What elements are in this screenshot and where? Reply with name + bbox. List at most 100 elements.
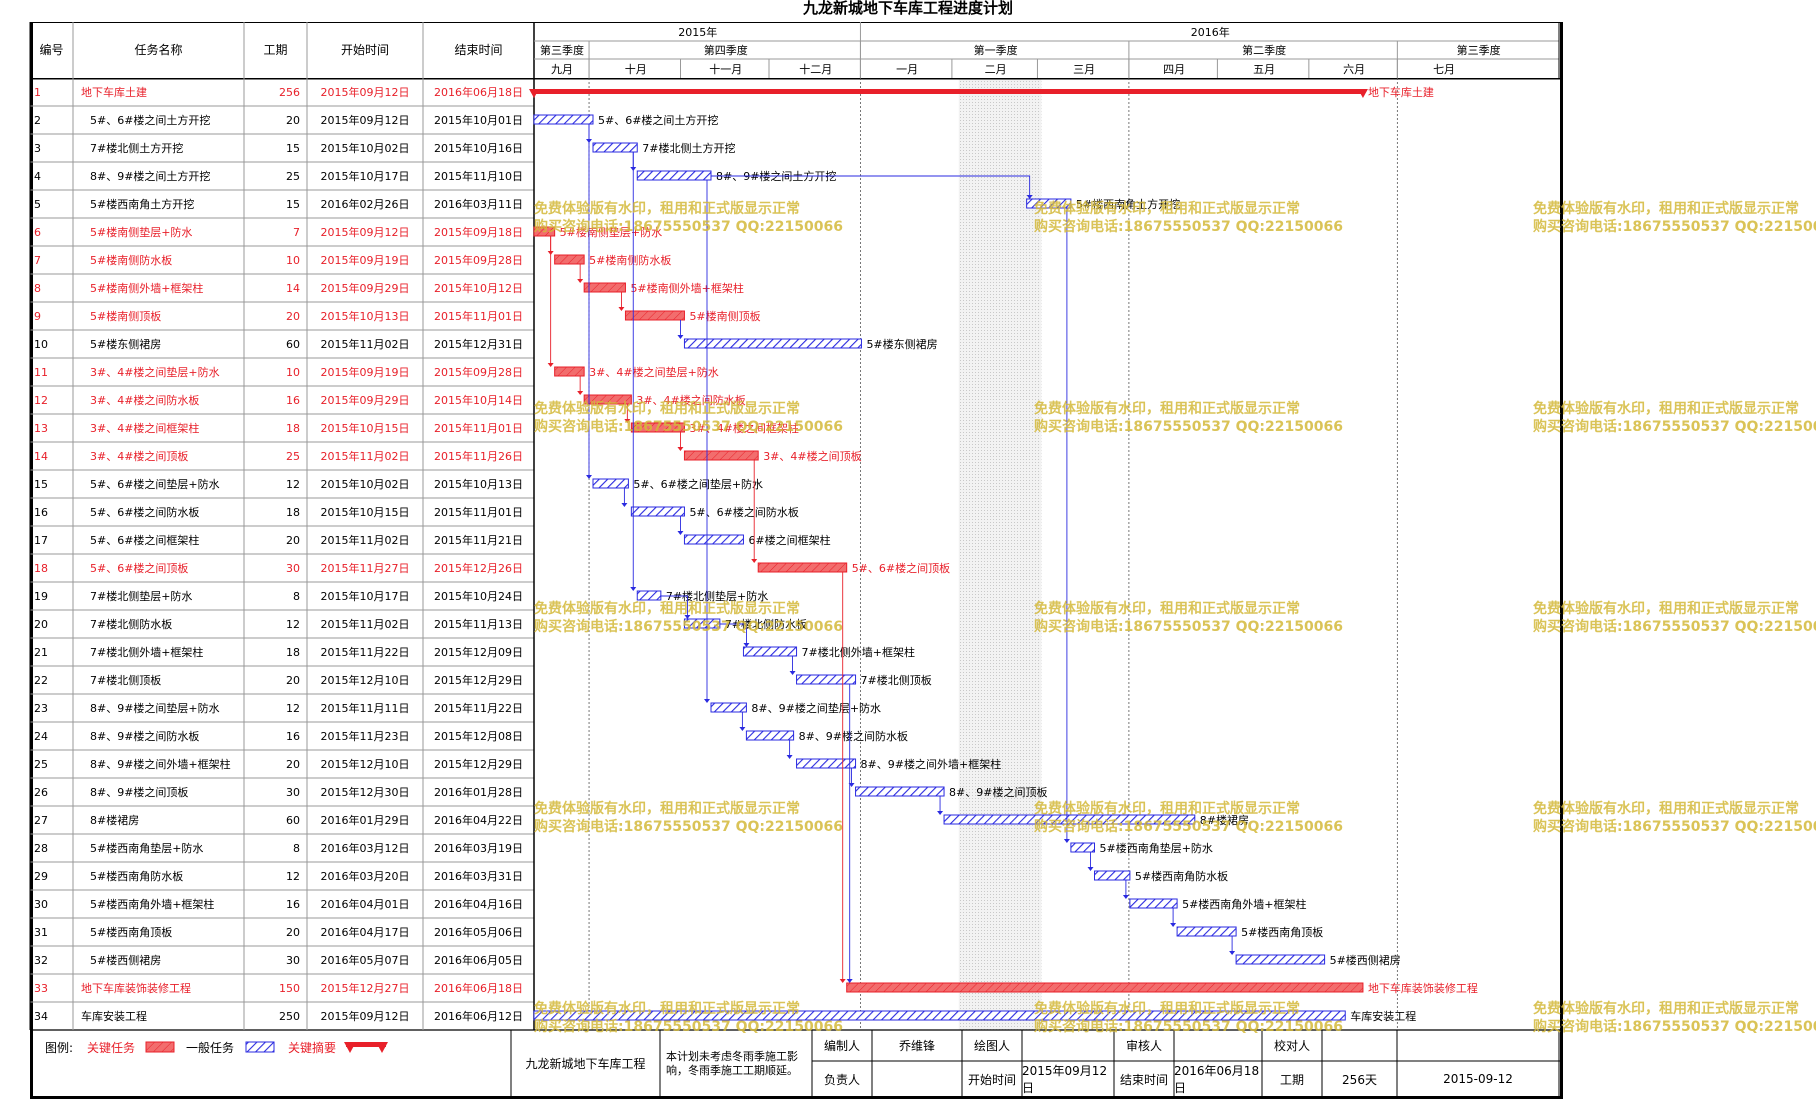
task-end: 2016年06月05日 xyxy=(434,953,523,967)
task-duration: 25 xyxy=(286,449,300,463)
task-end: 2015年11月01日 xyxy=(434,309,523,323)
task-id: 31 xyxy=(34,925,48,939)
task-end: 2016年06月18日 xyxy=(434,981,523,995)
watermark: 免费体验版有水印，租用和正式版显示正常 购买咨询电话:18675550537 QQ… xyxy=(1533,600,1816,636)
year-header: 2015年 xyxy=(678,25,718,39)
month-header: 三月 xyxy=(1073,62,1096,76)
task-start: 2015年11月02日 xyxy=(320,617,410,631)
footer-duration: 256天 xyxy=(1342,1072,1377,1087)
footer-preparer-label: 编制人 xyxy=(823,1039,860,1053)
task-name: 3#、4#楼之间防水板 xyxy=(90,393,200,407)
task-start: 2015年09月12日 xyxy=(320,1009,410,1023)
task-start: 2015年11月02日 xyxy=(320,533,410,547)
task-end: 2015年11月01日 xyxy=(434,505,523,519)
task-start: 2016年03月12日 xyxy=(320,841,410,855)
task-name: 车库安装工程 xyxy=(81,1009,147,1023)
watermark-line: 购买咨询电话:18675550537 QQ:22150066 xyxy=(1533,419,1816,435)
task-id: 12 xyxy=(34,393,48,407)
task-start: 2015年10月02日 xyxy=(320,477,410,491)
task-duration: 20 xyxy=(286,533,300,547)
legend-summary-label: 关键摘要 xyxy=(287,1040,336,1055)
column-header-id: 编号 xyxy=(39,43,64,57)
quarter-header: 第四季度 xyxy=(703,44,748,57)
task-start: 2015年12月10日 xyxy=(320,673,410,687)
task-id: 19 xyxy=(34,589,48,603)
watermark-line: 免费体验版有水印，租用和正式版显示正常 xyxy=(1533,801,1799,817)
task-end: 2015年10月14日 xyxy=(434,393,523,407)
watermark-line: 购买咨询电话:18675550537 QQ:22150066 xyxy=(1533,219,1816,235)
task-id: 20 xyxy=(34,617,48,631)
task-end: 2016年01月28日 xyxy=(434,785,523,799)
task-end: 2015年11月22日 xyxy=(434,701,523,715)
task-duration: 20 xyxy=(286,309,300,323)
quarter-header: 第一季度 xyxy=(973,44,1018,57)
task-name: 5#楼南侧顶板 xyxy=(90,309,162,323)
column-header-name: 任务名称 xyxy=(134,43,183,57)
task-name: 7#楼北侧顶板 xyxy=(90,673,162,687)
task-id: 34 xyxy=(34,1009,48,1023)
task-start: 2015年10月15日 xyxy=(320,421,410,435)
task-end: 2015年11月10日 xyxy=(434,169,523,183)
task-name: 5#楼东侧裙房 xyxy=(90,337,162,351)
task-name: 7#楼北侧外墙+框架柱 xyxy=(90,645,204,659)
task-start: 2015年09月12日 xyxy=(320,85,410,99)
task-start: 2015年09月12日 xyxy=(320,225,410,239)
year-header: 2016年 xyxy=(1190,25,1230,39)
task-name: 8#、9#楼之间顶板 xyxy=(90,785,189,799)
task-duration: 60 xyxy=(286,337,300,351)
task-end: 2015年12月29日 xyxy=(434,757,523,771)
task-id: 4 xyxy=(34,169,41,183)
legend-label: 图例: xyxy=(44,1040,74,1055)
month-header: 四月 xyxy=(1163,62,1186,76)
task-end: 2015年12月31日 xyxy=(434,337,523,351)
task-id: 18 xyxy=(34,561,48,575)
task-start: 2015年12月10日 xyxy=(320,757,410,771)
task-end: 2015年12月26日 xyxy=(434,561,523,575)
watermark-line: 免费体验版有水印，租用和正式版显示正常 xyxy=(1533,601,1799,617)
task-start: 2015年11月22日 xyxy=(320,645,410,659)
task-duration: 12 xyxy=(286,869,300,883)
task-name: 3#、4#楼之间顶板 xyxy=(90,449,189,463)
column-header-start: 开始时间 xyxy=(340,43,389,57)
task-id: 33 xyxy=(34,981,48,995)
task-duration: 15 xyxy=(286,197,300,211)
footer-drawer-label: 绘图人 xyxy=(973,1039,1010,1053)
watermark-line: 购买咨询电话:18675550537 QQ:22150066 xyxy=(1533,819,1816,835)
task-id: 28 xyxy=(34,841,48,855)
task-start: 2015年10月02日 xyxy=(320,141,410,155)
watermark-line: 免费体验版有水印，租用和正式版显示正常 xyxy=(1533,1001,1799,1017)
task-duration: 8 xyxy=(293,841,300,855)
task-start: 2015年09月29日 xyxy=(320,393,410,407)
quarter-header: 第三季度 xyxy=(1456,44,1501,57)
task-start: 2015年11月27日 xyxy=(320,561,410,575)
month-header: 十二月 xyxy=(799,62,833,76)
task-name: 5#楼西南角垫层+防水 xyxy=(90,841,204,855)
footer-date: 2015-09-12 xyxy=(1443,1072,1513,1086)
task-start: 2015年09月29日 xyxy=(320,281,410,295)
task-end: 2016年06月12日 xyxy=(434,1009,523,1023)
task-start: 2016年01月29日 xyxy=(320,813,410,827)
task-start: 2015年09月19日 xyxy=(320,365,410,379)
watermark-line: 购买咨询电话:18675550537 QQ:22150066 xyxy=(1533,1019,1816,1035)
task-end: 2015年10月13日 xyxy=(434,477,523,491)
gantt-sheet xyxy=(30,22,1563,1099)
task-duration: 256 xyxy=(279,85,300,99)
task-start: 2015年10月17日 xyxy=(320,589,410,603)
task-end: 2015年09月28日 xyxy=(434,365,523,379)
task-end: 2015年11月01日 xyxy=(434,421,523,435)
column-header-end: 结束时间 xyxy=(454,43,503,57)
month-header: 二月 xyxy=(984,62,1007,76)
task-name: 7#楼北侧土方开挖 xyxy=(90,141,184,155)
task-duration: 8 xyxy=(293,589,300,603)
task-end: 2015年11月26日 xyxy=(434,449,523,463)
task-name: 5#楼南侧垫层+防水 xyxy=(90,225,193,239)
task-id: 10 xyxy=(34,337,48,351)
task-duration: 10 xyxy=(286,253,300,267)
task-name: 8#、9#楼之间防水板 xyxy=(90,729,200,743)
task-id: 2 xyxy=(34,113,41,127)
task-start: 2015年10月15日 xyxy=(320,505,410,519)
task-start: 2015年09月12日 xyxy=(320,113,410,127)
task-duration: 25 xyxy=(286,169,300,183)
task-duration: 20 xyxy=(286,757,300,771)
footer-start-label: 开始时间 xyxy=(967,1072,1016,1087)
